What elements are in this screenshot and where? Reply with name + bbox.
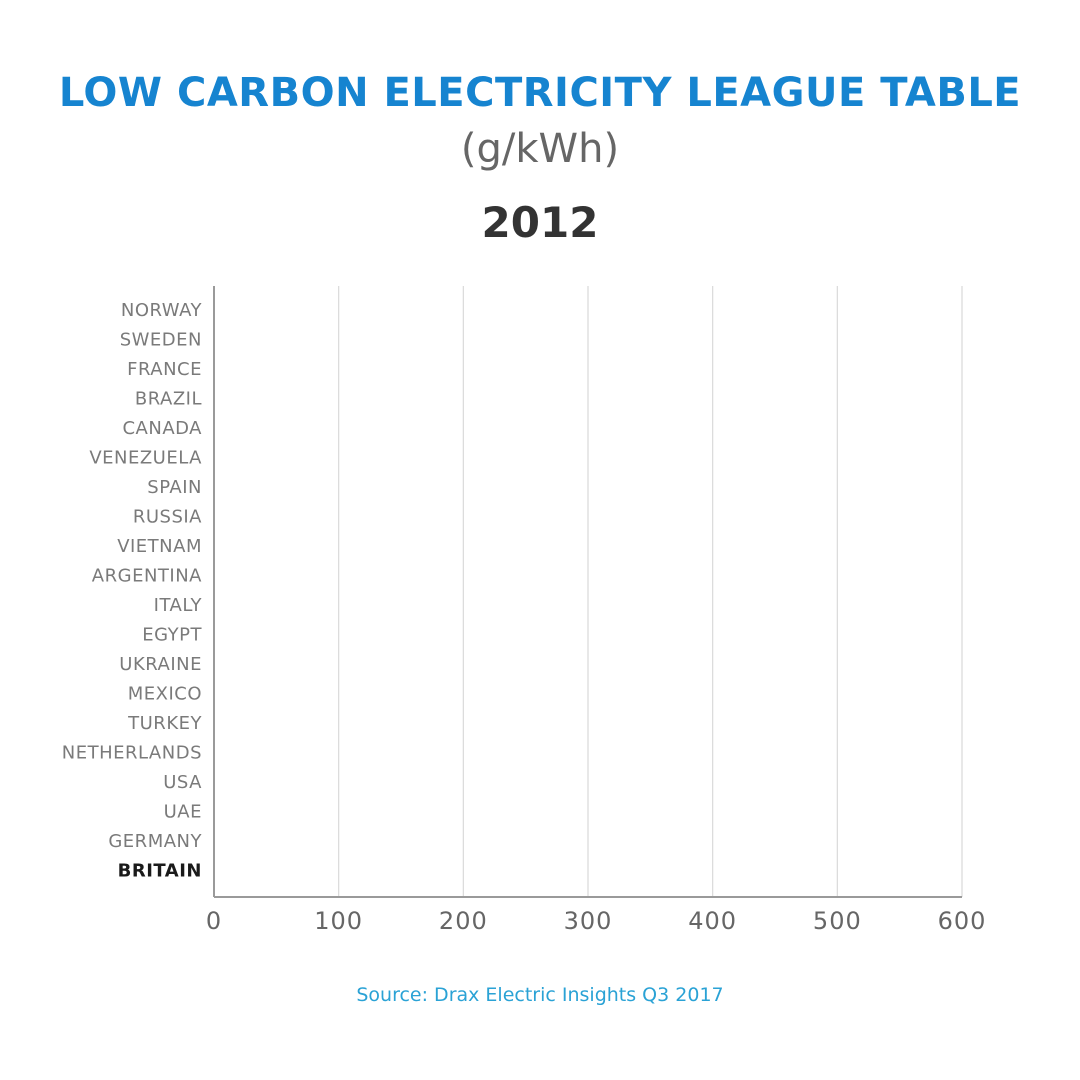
x-tick-label-300: 300 [564, 907, 613, 935]
category-label-argentina: ARGENTINA [92, 566, 202, 587]
category-label-france: FRANCE [127, 359, 202, 380]
category-label-spain: SPAIN [147, 477, 202, 498]
category-label-germany: GERMANY [108, 831, 202, 852]
source-note: Source: Drax Electric Insights Q3 2017 [356, 984, 724, 1006]
category-label-turkey: TURKEY [127, 713, 202, 734]
x-tick-label-500: 500 [813, 907, 862, 935]
category-label-netherlands: NETHERLANDS [62, 743, 202, 764]
category-label-sweden: SWEDEN [120, 330, 202, 351]
x-tick-label-100: 100 [314, 907, 363, 935]
category-label-uae: UAE [164, 802, 202, 823]
chart-subtitle: (g/kWh) [460, 126, 620, 172]
category-label-usa: USA [163, 772, 202, 793]
category-label-egypt: EGYPT [142, 625, 202, 646]
category-label-italy: ITALY [154, 595, 203, 616]
category-label-russia: RUSSIA [133, 507, 202, 528]
chart-title: LOW CARBON ELECTRICITY LEAGUE TABLE [58, 70, 1022, 116]
category-label-norway: NORWAY [121, 300, 203, 321]
x-tick-label-200: 200 [439, 907, 488, 935]
category-label-mexico: MEXICO [128, 684, 202, 705]
x-tick-label-600: 600 [938, 907, 987, 935]
x-tick-label-400: 400 [688, 907, 737, 935]
chart-year: 2012 [481, 198, 599, 247]
category-label-venezuela: VENEZUELA [89, 448, 202, 469]
category-label-ukraine: UKRAINE [119, 654, 202, 675]
category-label-canada: CANADA [122, 418, 202, 439]
category-label-britain: BRITAIN [118, 861, 202, 882]
category-label-brazil: BRAZIL [135, 389, 202, 410]
category-label-vietnam: VIETNAM [117, 536, 202, 557]
x-tick-label-0: 0 [206, 907, 222, 935]
